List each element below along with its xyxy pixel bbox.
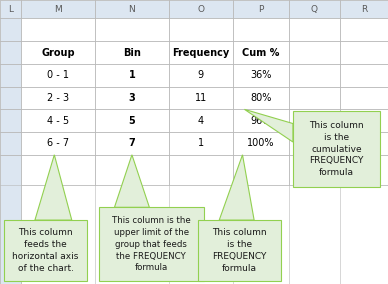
Text: 0 - 1: 0 - 1: [47, 70, 69, 80]
Bar: [340, 41, 388, 64]
Text: O: O: [197, 5, 204, 14]
Bar: [340, 87, 388, 109]
Bar: [95, 18, 169, 41]
Text: Q: Q: [311, 5, 318, 14]
Bar: [289, 18, 340, 41]
Text: 1: 1: [198, 138, 204, 149]
Bar: [21, 132, 95, 155]
Text: 4 - 5: 4 - 5: [47, 116, 69, 126]
Text: L: L: [8, 5, 13, 14]
Bar: [340, 109, 388, 132]
Bar: [289, 0, 340, 18]
Bar: [340, 0, 388, 18]
FancyBboxPatch shape: [293, 111, 380, 187]
FancyBboxPatch shape: [99, 207, 204, 281]
Bar: [340, 64, 388, 87]
Text: 1: 1: [128, 70, 135, 80]
Bar: [0, 155, 21, 284]
Polygon shape: [114, 155, 149, 207]
Bar: [233, 0, 289, 18]
Bar: [95, 0, 169, 18]
Text: 7: 7: [128, 138, 135, 149]
Text: 9: 9: [198, 70, 204, 80]
Text: Frequency: Frequency: [172, 47, 229, 58]
Bar: [289, 132, 340, 155]
Text: 11: 11: [195, 93, 207, 103]
Text: 3: 3: [128, 93, 135, 103]
Bar: [95, 64, 169, 87]
Bar: [21, 155, 95, 185]
Bar: [21, 18, 95, 41]
Polygon shape: [35, 155, 72, 220]
Bar: [233, 41, 289, 64]
Text: 36%: 36%: [250, 70, 272, 80]
Bar: [95, 132, 169, 155]
Bar: [340, 18, 388, 41]
Bar: [95, 109, 169, 132]
Bar: [340, 155, 388, 185]
Bar: [233, 64, 289, 87]
Bar: [21, 109, 95, 132]
FancyBboxPatch shape: [198, 220, 281, 281]
Bar: [169, 109, 233, 132]
Bar: [169, 41, 233, 64]
Bar: [95, 155, 169, 185]
Text: N: N: [128, 5, 135, 14]
Bar: [169, 87, 233, 109]
Text: 100%: 100%: [247, 138, 275, 149]
Bar: [0, 132, 21, 155]
Bar: [169, 132, 233, 155]
Bar: [169, 155, 233, 185]
Text: 96%: 96%: [250, 116, 272, 126]
Bar: [233, 155, 289, 185]
Bar: [95, 87, 169, 109]
Polygon shape: [244, 109, 293, 142]
Bar: [95, 41, 169, 64]
Bar: [289, 155, 340, 185]
Text: P: P: [258, 5, 263, 14]
Bar: [0, 41, 21, 64]
Bar: [0, 0, 21, 18]
Text: Group: Group: [42, 47, 75, 58]
Bar: [0, 18, 21, 41]
Text: This column
feeds the
horizontal axis
of the chart.: This column feeds the horizontal axis of…: [12, 228, 79, 273]
Bar: [233, 132, 289, 155]
Bar: [0, 87, 21, 109]
Text: Cum %: Cum %: [242, 47, 280, 58]
Bar: [0, 109, 21, 132]
Bar: [289, 41, 340, 64]
Bar: [289, 87, 340, 109]
Text: 6 - 7: 6 - 7: [47, 138, 69, 149]
Bar: [233, 87, 289, 109]
Polygon shape: [219, 155, 254, 220]
Text: This column
is the
cumulative
FREQUENCY
formula: This column is the cumulative FREQUENCY …: [309, 121, 364, 177]
Text: This column
is the
FREQUENCY
formula: This column is the FREQUENCY formula: [212, 228, 267, 273]
Bar: [169, 18, 233, 41]
Bar: [169, 0, 233, 18]
Bar: [233, 18, 289, 41]
Text: 2 - 3: 2 - 3: [47, 93, 69, 103]
Bar: [21, 0, 95, 18]
Bar: [21, 41, 95, 64]
Text: 80%: 80%: [250, 93, 272, 103]
Text: 4: 4: [198, 116, 204, 126]
Text: 5: 5: [128, 116, 135, 126]
Bar: [21, 64, 95, 87]
Bar: [289, 109, 340, 132]
Bar: [0, 64, 21, 87]
Bar: [289, 64, 340, 87]
FancyBboxPatch shape: [4, 220, 87, 281]
Bar: [233, 109, 289, 132]
Text: Bin: Bin: [123, 47, 141, 58]
Text: M: M: [54, 5, 62, 14]
Bar: [340, 132, 388, 155]
Bar: [21, 87, 95, 109]
Bar: [169, 64, 233, 87]
Text: R: R: [360, 5, 367, 14]
Text: This column is the
upper limit of the
group that feeds
the FREQUENCY
formula: This column is the upper limit of the gr…: [112, 216, 191, 272]
